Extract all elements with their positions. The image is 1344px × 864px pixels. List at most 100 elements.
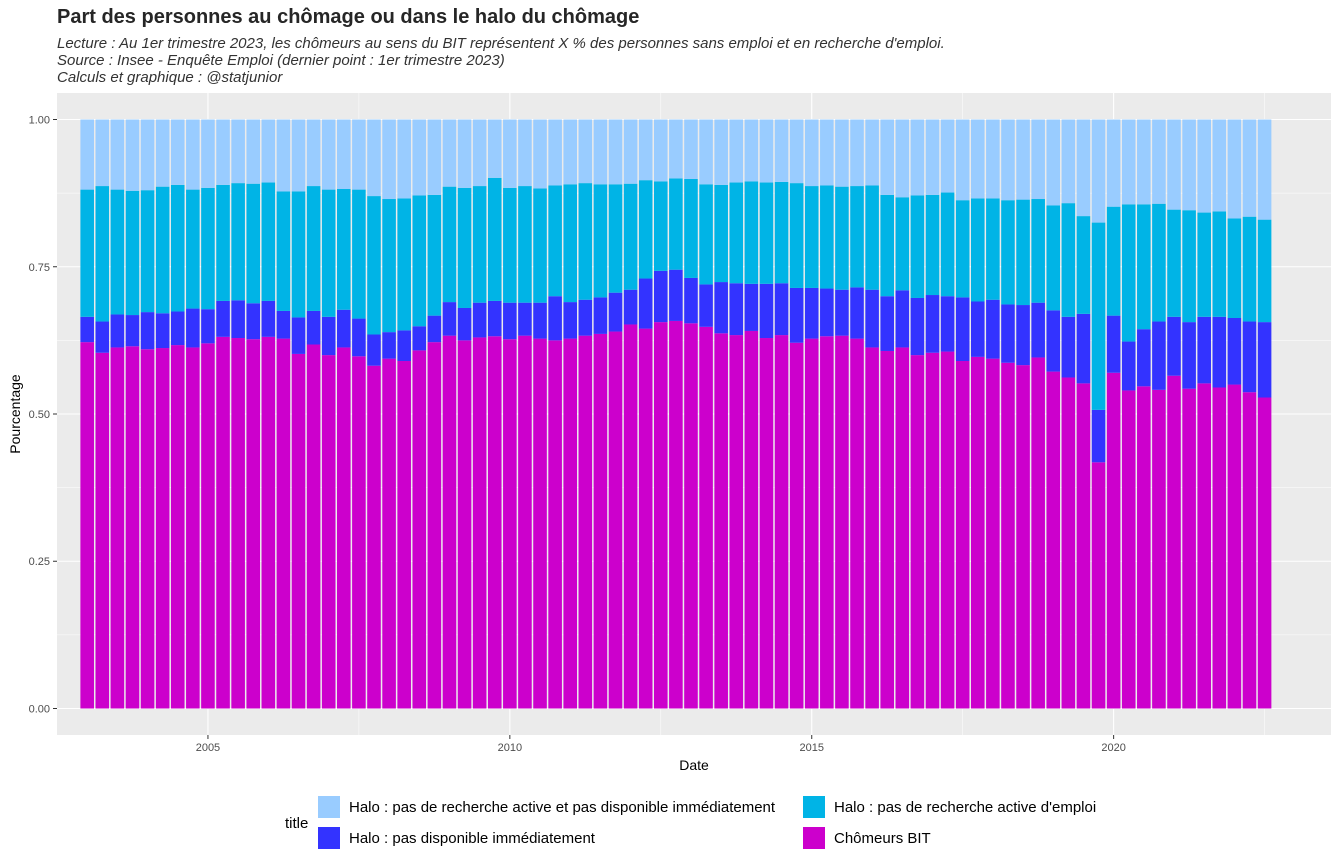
bar-segment-2 bbox=[774, 283, 789, 336]
bar-segment-4 bbox=[1121, 119, 1136, 205]
bar-segment-4 bbox=[925, 119, 940, 195]
bar-segment-1 bbox=[835, 335, 849, 709]
bar-segment-1 bbox=[1106, 372, 1121, 709]
bar-segment-4 bbox=[548, 119, 562, 186]
bar-segment-1 bbox=[1091, 462, 1106, 709]
bar-segment-3 bbox=[80, 189, 94, 317]
bar-segment-3 bbox=[1227, 218, 1242, 318]
y-axis-title: Pourcentage bbox=[7, 374, 23, 454]
bar-segment-3 bbox=[140, 190, 155, 313]
bar-segment-2 bbox=[623, 289, 638, 325]
bar-segment-3 bbox=[201, 187, 215, 310]
bar-segment-3 bbox=[1257, 219, 1272, 323]
bar-segment-1 bbox=[729, 335, 744, 709]
bar-segment-4 bbox=[1212, 119, 1227, 212]
bar-segment-1 bbox=[548, 340, 562, 709]
bar-segment-3 bbox=[684, 178, 698, 278]
bar-segment-2 bbox=[1001, 304, 1015, 363]
bar-segment-1 bbox=[910, 355, 925, 709]
bar-segment-4 bbox=[306, 119, 321, 187]
bar-segment-1 bbox=[201, 343, 215, 709]
bar-segment-2 bbox=[472, 302, 487, 338]
bar-segment-4 bbox=[155, 119, 170, 187]
bar-segment-2 bbox=[1137, 329, 1151, 387]
bar-segment-4 bbox=[986, 119, 1000, 199]
bar-segment-2 bbox=[1197, 316, 1211, 384]
bar-segment-3 bbox=[1121, 204, 1136, 342]
bar-segment-1 bbox=[955, 360, 970, 709]
bar-segment-4 bbox=[1152, 119, 1166, 204]
legend-item: Halo : pas de recherche active et pas di… bbox=[318, 793, 775, 821]
bar-segment-1 bbox=[1212, 387, 1227, 709]
bar-segment-1 bbox=[1046, 371, 1061, 709]
bar-segment-4 bbox=[352, 119, 366, 190]
bar-segment-4 bbox=[653, 119, 668, 182]
bar-segment-4 bbox=[1076, 119, 1091, 217]
y-tick-label: 1.00 bbox=[29, 115, 50, 127]
bar-segment-1 bbox=[306, 344, 321, 709]
bar-segment-1 bbox=[1076, 383, 1091, 709]
bar-segment-4 bbox=[503, 119, 517, 188]
bar-segment-2 bbox=[155, 313, 170, 349]
legend-color-key bbox=[803, 827, 825, 849]
bar-segment-1 bbox=[503, 339, 517, 709]
bar-segment-1 bbox=[352, 356, 366, 709]
bar-segment-1 bbox=[533, 338, 547, 709]
bar-segment-4 bbox=[1001, 119, 1015, 201]
bar-segment-3 bbox=[457, 187, 472, 308]
bar-segment-4 bbox=[246, 119, 261, 184]
bar-segment-1 bbox=[623, 324, 638, 709]
bar-segment-1 bbox=[487, 336, 502, 709]
bar-segment-3 bbox=[518, 186, 532, 303]
bar-segment-2 bbox=[608, 292, 623, 332]
bar-segment-2 bbox=[563, 302, 578, 339]
bar-segment-4 bbox=[608, 119, 623, 185]
bar-segment-1 bbox=[457, 340, 472, 709]
bar-segment-2 bbox=[216, 300, 230, 337]
bar-segment-4 bbox=[442, 119, 457, 187]
bar-segment-4 bbox=[729, 119, 744, 183]
bar-segment-1 bbox=[774, 335, 789, 709]
bar-segment-3 bbox=[940, 192, 955, 297]
bar-segment-2 bbox=[95, 321, 110, 353]
bar-segment-1 bbox=[895, 347, 910, 709]
bar-segment-3 bbox=[472, 186, 487, 303]
bar-segment-3 bbox=[533, 188, 547, 303]
bar-segment-1 bbox=[1061, 377, 1076, 709]
bar-segment-2 bbox=[1167, 316, 1181, 376]
bar-segment-4 bbox=[231, 119, 245, 184]
bar-segment-1 bbox=[1167, 375, 1181, 709]
bar-segment-2 bbox=[231, 300, 245, 339]
bar-segment-3 bbox=[1182, 210, 1196, 323]
bar-segment-4 bbox=[970, 119, 985, 199]
bar-segment-4 bbox=[321, 119, 336, 190]
bar-segment-3 bbox=[699, 184, 713, 285]
bar-segment-2 bbox=[714, 282, 728, 334]
bar-segment-3 bbox=[186, 189, 200, 309]
bar-segment-2 bbox=[1227, 317, 1242, 385]
bar-segment-1 bbox=[1031, 357, 1045, 709]
bar-segment-4 bbox=[1061, 119, 1076, 204]
bar-segment-1 bbox=[382, 358, 396, 709]
bar-segment-1 bbox=[865, 347, 879, 709]
bar-segment-3 bbox=[774, 181, 789, 284]
bar-segment-2 bbox=[1257, 322, 1272, 398]
chart-svg: 0.00 0.25 0.50 0.75 1.00 2005 2010 2015 2020 Dat… bbox=[7, 93, 1331, 773]
bar-segment-3 bbox=[593, 184, 608, 298]
x-tick-label: 2005 bbox=[196, 742, 220, 754]
bar-segment-2 bbox=[186, 308, 200, 348]
y-tick-label: 0.00 bbox=[29, 703, 50, 715]
bar-segment-1 bbox=[684, 323, 698, 709]
bar-segment-2 bbox=[503, 302, 517, 340]
bar-segment-2 bbox=[1121, 341, 1136, 391]
bar-segment-1 bbox=[820, 336, 834, 709]
bar-segment-3 bbox=[1016, 199, 1030, 306]
bar-segment-1 bbox=[1227, 384, 1242, 709]
bar-segment-3 bbox=[1197, 212, 1211, 317]
bar-segment-1 bbox=[427, 342, 442, 709]
bar-segment-4 bbox=[714, 119, 728, 185]
bar-segment-4 bbox=[593, 119, 608, 185]
bar-segment-2 bbox=[865, 289, 879, 348]
bar-segment-2 bbox=[442, 302, 457, 336]
x-tick-label: 2010 bbox=[498, 742, 522, 754]
